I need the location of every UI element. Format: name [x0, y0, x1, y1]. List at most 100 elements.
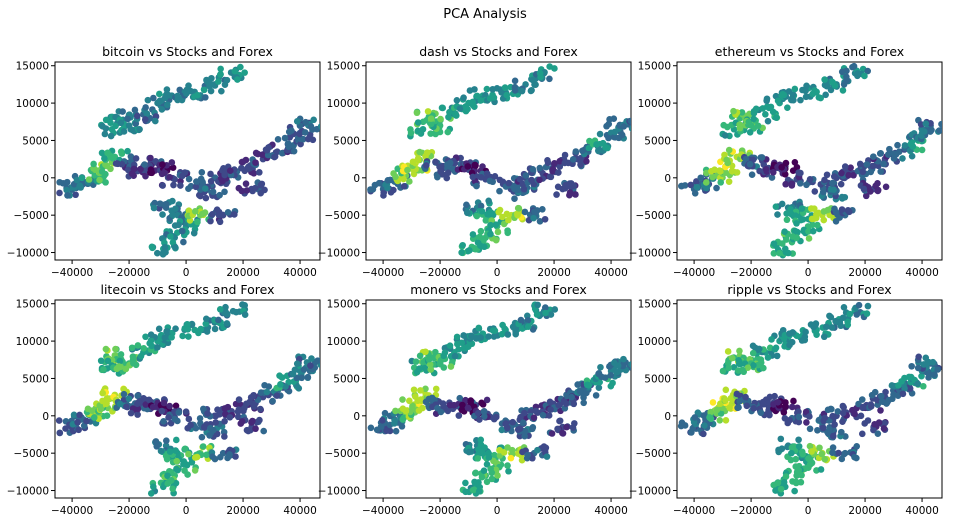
scatter-point: [172, 402, 180, 410]
scatter-point: [803, 419, 810, 426]
scatter-point: [796, 180, 804, 187]
scatter-point: [802, 328, 809, 336]
subplot-title: litecoin vs Stocks and Forex: [100, 282, 274, 297]
x-tick-label: 20000: [848, 267, 881, 279]
scatter-point: [477, 436, 485, 444]
scatter-point: [568, 393, 575, 401]
scatter-point: [542, 304, 549, 311]
scatter-point: [490, 94, 498, 101]
scatter-point: [899, 155, 906, 162]
scatter-point: [806, 176, 814, 183]
scatter-point: [195, 329, 202, 337]
scatter-point: [475, 324, 483, 332]
scatter-point: [211, 325, 219, 333]
scatter-point: [687, 181, 695, 189]
scatter-point: [722, 386, 730, 394]
scatter-point: [821, 176, 828, 184]
scatter-point: [180, 460, 187, 468]
scatter-point: [702, 179, 710, 186]
scatter-point: [160, 399, 168, 407]
scatter-point: [864, 67, 872, 75]
scatter-point: [70, 411, 78, 419]
scatter-point: [161, 244, 169, 251]
scatter-point: [628, 361, 631, 368]
scatter-point: [179, 332, 186, 340]
scatter-point: [832, 317, 839, 325]
scatter-point: [720, 121, 728, 129]
scatter-point: [745, 118, 753, 126]
scatter-point: [221, 433, 228, 440]
scatter-point: [706, 414, 713, 421]
scatter-point: [701, 422, 708, 429]
scatter-point: [308, 355, 315, 362]
scatter-point: [566, 191, 573, 199]
scatter-point: [309, 136, 317, 144]
scatter-point: [412, 393, 419, 400]
scatter-point: [496, 176, 504, 184]
scatter-point: [783, 216, 791, 224]
scatter-point: [547, 173, 555, 181]
scatter-point: [840, 81, 848, 88]
scatter-point: [502, 420, 509, 428]
scatter-point: [416, 352, 424, 360]
scatter-point: [840, 303, 848, 311]
scatter-point: [592, 392, 600, 399]
scatter-point: [441, 344, 449, 352]
scatter-point: [749, 349, 757, 357]
scatter-point: [580, 399, 587, 407]
scatter-point: [184, 326, 192, 333]
scatter-point: [102, 161, 109, 168]
scatter-point: [786, 330, 793, 337]
scatter-point: [829, 432, 837, 440]
scatter-point: [595, 384, 603, 392]
scatter-point: [620, 123, 628, 130]
scatter-point: [717, 168, 724, 175]
scatter-point: [488, 475, 496, 483]
scatter-point: [880, 160, 887, 168]
scatter-point: [169, 164, 177, 172]
scatter-point: [232, 453, 239, 460]
scatter-point: [192, 183, 200, 191]
scatter-point: [235, 396, 243, 403]
x-tick-label: 20000: [226, 267, 259, 279]
scatter-point: [377, 423, 385, 430]
scatter-point: [310, 116, 317, 124]
scatter-point: [434, 173, 441, 181]
scatter-point: [888, 382, 896, 389]
scatter-point: [226, 413, 234, 421]
scatter-point: [483, 170, 491, 177]
scatter-point: [243, 187, 251, 194]
y-tick-label: −5000: [324, 210, 360, 222]
scatter-point: [762, 166, 770, 173]
scatter-point: [721, 151, 728, 159]
x-tick-label: 40000: [283, 505, 316, 517]
scatter-point: [120, 128, 128, 135]
scatter-point: [78, 174, 86, 182]
scatter-point: [143, 110, 151, 117]
scatter-point: [775, 446, 782, 454]
scatter-point: [133, 112, 141, 120]
scatter-point: [244, 165, 252, 172]
scatter-point: [867, 188, 874, 195]
scatter-point: [509, 418, 517, 426]
scatter-point: [735, 357, 742, 364]
scatter-point: [307, 123, 315, 130]
scatter-point: [521, 428, 529, 435]
scatter-point: [757, 356, 765, 363]
subplot-title: bitcoin vs Stocks and Forex: [102, 44, 273, 59]
scatter-point: [792, 212, 799, 220]
scatter-point: [519, 448, 526, 456]
scatter-point: [834, 408, 842, 415]
scatter-point: [607, 371, 615, 379]
scatter-point: [725, 364, 733, 372]
scatter-point: [816, 444, 823, 452]
scatter-point: [870, 153, 877, 160]
scatter-point: [530, 214, 537, 222]
subplot-1: bitcoin vs Stocks and Forex −40000 −20000 0…: [7, 44, 321, 279]
scatter-point: [182, 408, 190, 415]
scatter-point: [446, 108, 453, 116]
scatter-point: [73, 176, 81, 184]
scatter-point: [76, 182, 84, 189]
scatter-point: [709, 173, 716, 181]
scatter-point: [839, 87, 847, 94]
